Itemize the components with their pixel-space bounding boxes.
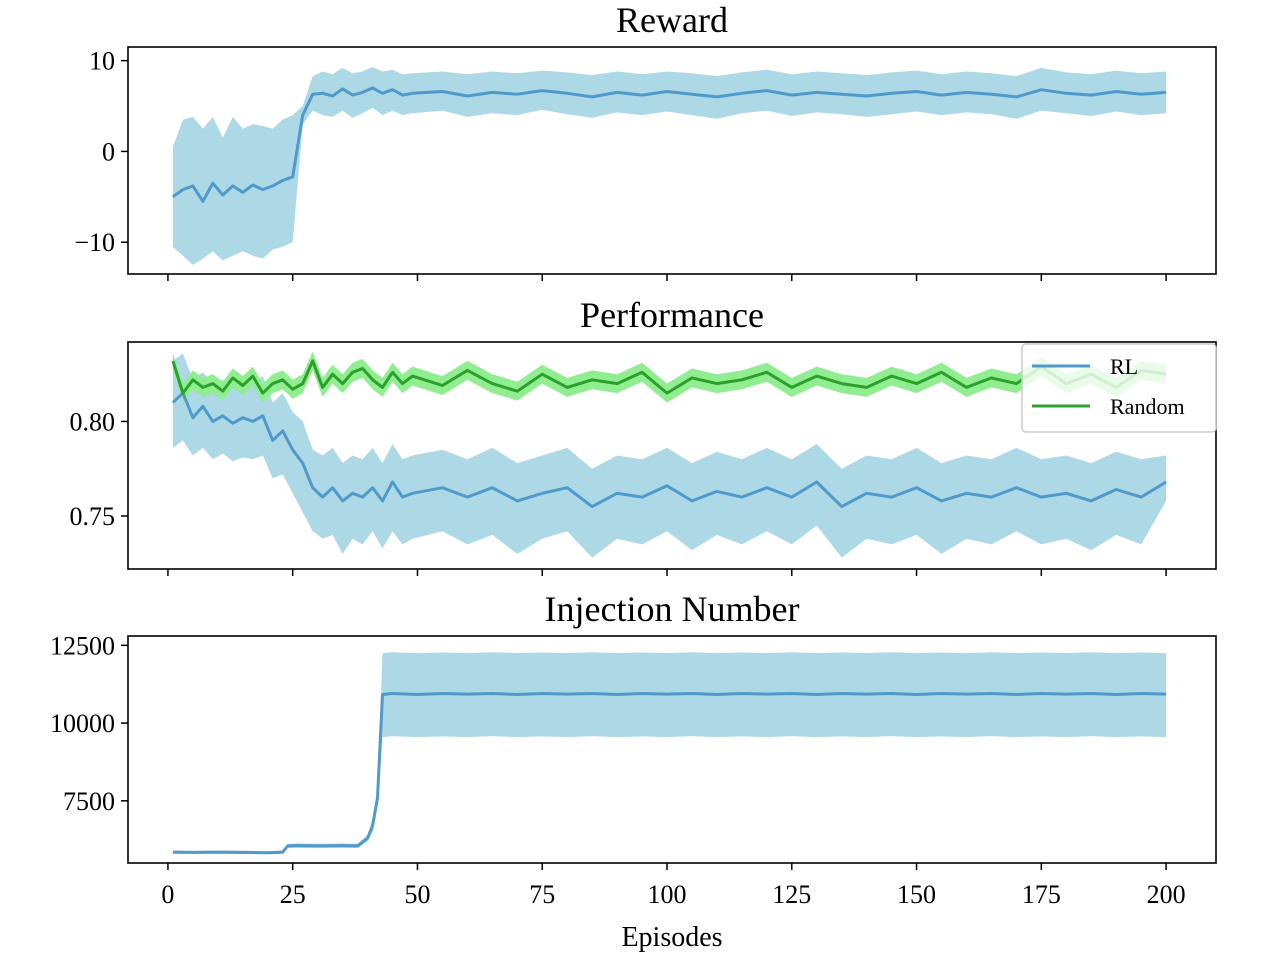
x-tick-label: 150 bbox=[897, 880, 936, 909]
x-tick-label: 175 bbox=[1022, 880, 1061, 909]
legend-label: RL bbox=[1110, 354, 1138, 379]
panel-1: Reward −10 0 10 bbox=[74, 0, 1217, 281]
x-tick-label: 0 bbox=[161, 880, 174, 909]
y-tick-label: 12500 bbox=[50, 631, 115, 660]
panel-2: Performance 0.75 0.80 RL Random bbox=[70, 295, 1217, 576]
plot-frame bbox=[127, 341, 1217, 570]
series-band-random bbox=[172, 351, 1167, 403]
plot-area bbox=[171, 351, 1167, 558]
plot-frame bbox=[127, 46, 1217, 275]
plot-frame bbox=[127, 635, 1217, 864]
legend-label: Random bbox=[1110, 394, 1185, 419]
panel-3: Injection Number 0 25 50 75 100 125 150 175 200 75… bbox=[50, 589, 1217, 953]
panel-title: Performance bbox=[580, 295, 764, 335]
series-band-rl bbox=[172, 67, 1167, 265]
y-tick-label: 7500 bbox=[63, 787, 115, 816]
plot-area bbox=[172, 67, 1167, 265]
series-band-rl bbox=[172, 652, 1167, 855]
plot-area bbox=[172, 652, 1167, 855]
legend: RL Random bbox=[1021, 343, 1217, 433]
panel-title: Injection Number bbox=[545, 589, 800, 629]
x-axis-label: Episodes bbox=[621, 922, 722, 953]
y-tick-label: 10000 bbox=[50, 709, 115, 738]
x-tick-label: 200 bbox=[1147, 880, 1186, 909]
x-tick-label: 50 bbox=[404, 880, 430, 909]
x-tick-label: 25 bbox=[280, 880, 306, 909]
x-tick-label: 100 bbox=[648, 880, 687, 909]
panel-title: Reward bbox=[616, 0, 728, 40]
y-tick-label: 10 bbox=[89, 47, 115, 76]
series-band-rl bbox=[172, 353, 1167, 558]
x-tick-label: 75 bbox=[529, 880, 555, 909]
y-tick-label: −10 bbox=[74, 228, 115, 257]
y-tick-label: 0.80 bbox=[70, 407, 116, 436]
y-tick-label: 0 bbox=[102, 137, 115, 166]
y-tick-label: 0.75 bbox=[70, 502, 116, 531]
x-tick-label: 125 bbox=[772, 880, 811, 909]
